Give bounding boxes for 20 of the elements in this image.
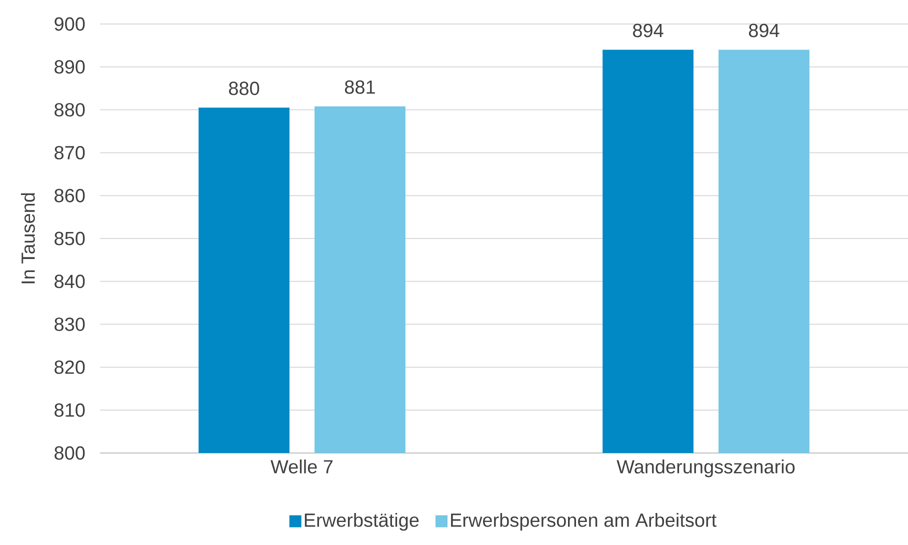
legend-label: Erwerbspersonen am Arbeitsort <box>451 512 716 531</box>
data-label: 881 <box>344 80 375 94</box>
y-tick-label: 860 <box>54 188 85 202</box>
data-label: 894 <box>633 24 664 38</box>
legend-label: Erwerbstätige <box>304 512 419 531</box>
x-tick-label: Wanderungsszenario <box>616 460 795 478</box>
y-tick-label: 890 <box>54 60 85 74</box>
y-tick-label: 870 <box>54 146 85 160</box>
y-tick-label: 800 <box>54 446 85 460</box>
y-tick-label: 900 <box>54 17 85 31</box>
y-axis-title: In Tausend <box>20 193 35 284</box>
y-tick-label: 840 <box>54 274 85 288</box>
y-tick-label: 880 <box>54 103 85 117</box>
y-tick-label: 850 <box>54 232 85 246</box>
data-label: 880 <box>229 82 260 96</box>
y-tick-label: 820 <box>54 360 85 374</box>
y-tick-label: 810 <box>54 403 85 417</box>
data-label: 894 <box>748 24 780 38</box>
y-tick-label: 830 <box>54 318 85 332</box>
x-tick-label: Welle 7 <box>270 460 333 474</box>
